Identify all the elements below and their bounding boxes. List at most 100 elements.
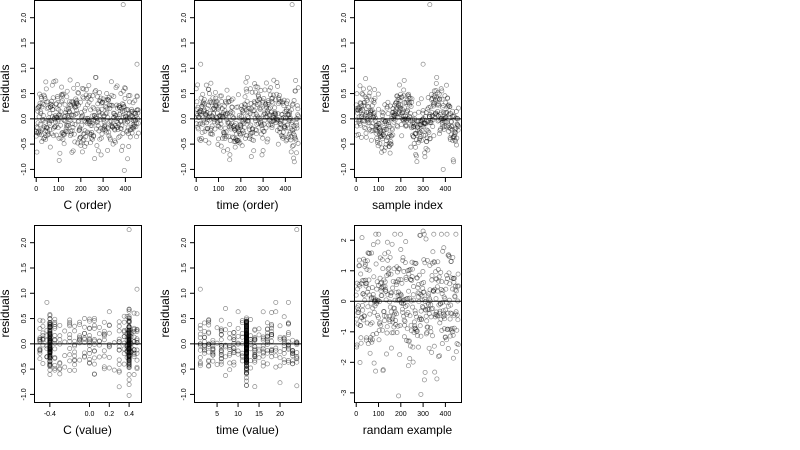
- data-point: [244, 333, 249, 339]
- data-point: [273, 364, 279, 370]
- data-point: [202, 110, 208, 116]
- data-point: [206, 344, 212, 349]
- data-point: [281, 97, 287, 103]
- data-point: [251, 148, 257, 154]
- data-point: [103, 111, 109, 117]
- y-tick-label: -1.0: [181, 388, 188, 400]
- data-point: [218, 342, 224, 348]
- data-point: [438, 116, 443, 122]
- data-point: [94, 143, 100, 149]
- data-point: [100, 99, 106, 105]
- data-point: [427, 2, 433, 8]
- data-point: [128, 113, 134, 119]
- data-point: [224, 100, 229, 106]
- data-point: [130, 100, 136, 106]
- data-point: [452, 311, 458, 317]
- data-point: [87, 326, 92, 332]
- data-point: [450, 108, 455, 114]
- data-point: [74, 107, 80, 113]
- data-point: [47, 338, 53, 344]
- data-point: [67, 358, 73, 364]
- data-point: [281, 357, 287, 363]
- data-point: [419, 317, 424, 323]
- data-point: [423, 145, 429, 151]
- data-point: [411, 121, 417, 127]
- data-point: [244, 336, 249, 342]
- data-point: [398, 291, 404, 297]
- data-point: [96, 109, 102, 115]
- data-point: [100, 125, 106, 131]
- data-point: [400, 309, 406, 315]
- data-point: [227, 157, 233, 163]
- data-point: [256, 346, 262, 352]
- data-point: [402, 260, 408, 265]
- data-point: [427, 136, 433, 141]
- data-point: [259, 123, 264, 129]
- data-point: [235, 138, 241, 143]
- data-point: [290, 351, 296, 357]
- data-point: [419, 293, 425, 299]
- data-point: [126, 342, 132, 347]
- x-tick-label: 300: [97, 186, 109, 193]
- data-point: [212, 89, 218, 95]
- data-point: [244, 332, 249, 338]
- y-tick-label: 0.0: [181, 339, 188, 349]
- data-point: [45, 132, 51, 138]
- data-point: [361, 256, 367, 262]
- data-point: [204, 112, 210, 118]
- data-point: [446, 128, 452, 134]
- data-point: [214, 115, 220, 121]
- data-point: [397, 352, 403, 358]
- data-point: [79, 115, 84, 121]
- data-point: [53, 101, 59, 107]
- data-point: [197, 109, 203, 115]
- data-point: [112, 139, 118, 145]
- data-point: [252, 336, 258, 342]
- data-point: [40, 333, 46, 338]
- data-point: [134, 94, 140, 100]
- data-point: [249, 106, 254, 112]
- data-point: [216, 103, 222, 109]
- data-point: [265, 102, 271, 107]
- data-point: [111, 367, 117, 373]
- data-point: [426, 120, 432, 126]
- data-point: [206, 319, 212, 325]
- data-point: [397, 293, 403, 299]
- data-point: [404, 302, 410, 308]
- data-point: [436, 91, 442, 97]
- data-point: [244, 337, 249, 343]
- data-point: [204, 126, 210, 132]
- y-tick-label: 1.0: [181, 63, 188, 73]
- data-point: [393, 111, 399, 117]
- data-point: [406, 91, 412, 97]
- data-point: [371, 309, 377, 315]
- data-point: [244, 356, 249, 362]
- data-point: [60, 93, 65, 99]
- data-point: [408, 277, 414, 283]
- data-point: [204, 110, 210, 116]
- data-point: [56, 135, 62, 141]
- data-point: [356, 117, 362, 123]
- data-point: [244, 330, 249, 336]
- data-point: [236, 138, 242, 144]
- data-point: [360, 108, 366, 114]
- data-point: [121, 104, 127, 110]
- data-point: [431, 93, 437, 99]
- data-point: [354, 305, 360, 311]
- data-point: [248, 358, 254, 364]
- data-point: [101, 117, 106, 122]
- data-point: [273, 117, 279, 123]
- data-point: [414, 275, 420, 281]
- data-point: [277, 99, 283, 105]
- data-point: [380, 327, 385, 333]
- data-point: [429, 273, 435, 279]
- data-point: [418, 391, 424, 397]
- data-point: [234, 137, 240, 143]
- data-point: [239, 354, 245, 360]
- data-point: [435, 90, 441, 96]
- data-point: [398, 247, 404, 252]
- data-point: [436, 310, 442, 316]
- data-point: [416, 281, 422, 287]
- data-point: [249, 137, 255, 143]
- data-point: [447, 137, 453, 142]
